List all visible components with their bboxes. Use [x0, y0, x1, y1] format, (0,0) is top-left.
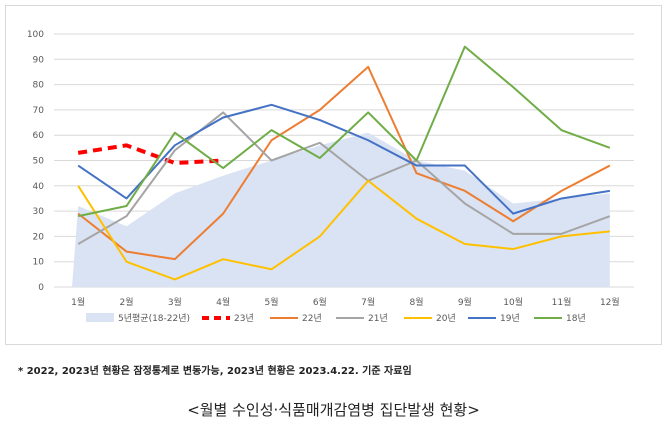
y-tick-label: 80 — [33, 81, 45, 91]
x-tick-label: 7월 — [361, 296, 375, 308]
x-tick-label: 11월 — [552, 296, 572, 308]
x-tick-label: 10월 — [503, 296, 523, 308]
legend-label: 22년 — [302, 313, 322, 324]
x-tick-label: 4월 — [216, 296, 230, 308]
x-tick-label: 8월 — [409, 296, 423, 308]
x-tick-label: 9월 — [458, 296, 472, 308]
chart-frame: 0 10 20 30 40 50 60 70 80 90 100 1월 2월 3월 4월 5월 6월 7월 8월 9월… — [5, 5, 662, 345]
y-tick-label: 30 — [33, 207, 45, 217]
y-tick-label: 100 — [27, 30, 44, 40]
y-tick-label: 70 — [33, 106, 45, 116]
series-line-21년 — [77, 111, 611, 245]
line-chart: 0 10 20 30 40 50 60 70 80 90 100 1월 2월 3월 4월 5월 6월 7월 8월 9월… — [27, 30, 634, 324]
series-line-18년 — [77, 45, 611, 218]
x-tick-label: 5월 — [264, 296, 278, 308]
legend-label: 18년 — [566, 313, 586, 324]
y-tick-label: 90 — [33, 55, 45, 65]
x-tick-label: 1월 — [71, 296, 85, 308]
x-tick-label: 3월 — [168, 296, 182, 308]
x-tick-label: 2월 — [119, 296, 133, 308]
y-tick-label: 50 — [33, 157, 45, 167]
figure-caption: <월별 수인성·식품매개감염병 집단발생 현황> — [187, 401, 480, 419]
y-tick-label: 0 — [38, 283, 44, 293]
series-line-19년 — [77, 103, 610, 215]
legend-label: 5년평균(18-22년) — [118, 313, 190, 324]
area-5yr-average — [72, 132, 610, 287]
series-line-22년 — [77, 65, 611, 261]
x-tick-label: 12월 — [600, 296, 620, 308]
series-line-20년 — [77, 179, 610, 281]
y-tick-label: 60 — [33, 131, 45, 141]
y-tick-label: 40 — [33, 182, 45, 192]
series-line-23년 — [77, 143, 224, 166]
y-tick-label: 10 — [33, 258, 45, 268]
legend-swatch-area — [86, 313, 114, 322]
legend-label: 21년 — [368, 313, 388, 324]
footnote: * 2022, 2023년 현황은 잠정통계로 변동가능, 2023년 현황은 … — [18, 366, 412, 377]
legend-label: 23년 — [234, 313, 254, 324]
y-tick-label: 20 — [33, 232, 45, 242]
legend-label: 20년 — [436, 313, 456, 324]
x-tick-label: 6월 — [313, 296, 327, 308]
legend-label: 19년 — [500, 313, 520, 324]
